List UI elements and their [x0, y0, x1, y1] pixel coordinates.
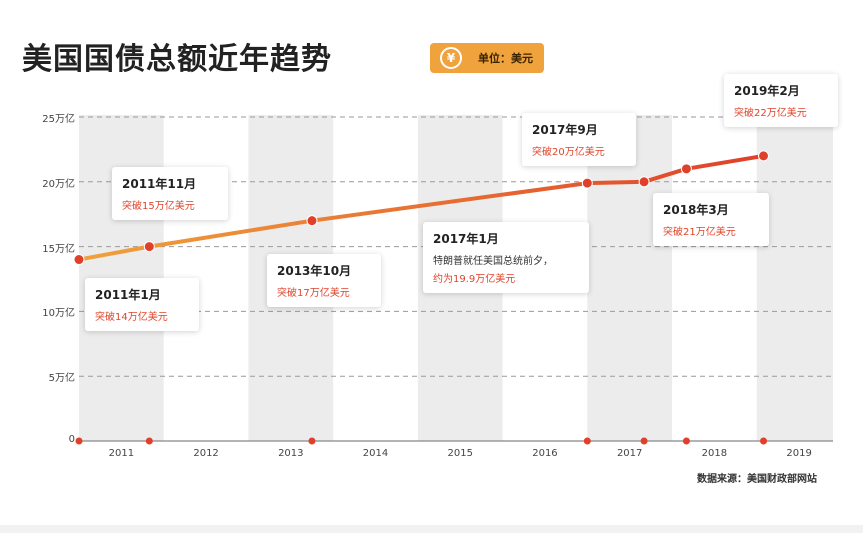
annotation-2018-mar: 2018年3月 突破21万亿美元 [653, 193, 769, 246]
baseline-marker [308, 437, 316, 445]
year-band-2019 [756, 115, 833, 441]
annotation-2011-jan: 2011年1月 突破14万亿美元 [85, 278, 199, 331]
unit-badge: ¥ 单位：美元 [430, 43, 544, 73]
data-point [306, 215, 318, 227]
annotation-date: 2013年10月 [277, 264, 352, 278]
annotation-text: 突破22万亿美元 [734, 108, 807, 119]
y-tick-label: 5万亿 [48, 373, 75, 385]
year-band-2017 [587, 115, 673, 441]
x-tick-label: 2019 [786, 448, 812, 459]
annotation-date: 2011年11月 [122, 177, 197, 191]
data-source: 数据来源：美国财政部网站 [697, 474, 817, 485]
data-point [581, 177, 593, 189]
x-tick-label: 2018 [701, 448, 728, 459]
baseline-marker [145, 437, 153, 445]
annotation-date: 2019年2月 [734, 84, 800, 98]
data-point [680, 163, 692, 175]
data-point [143, 241, 155, 253]
baseline-marker [75, 437, 83, 445]
annotation-2019-feb: 2019年2月 突破22万亿美元 [724, 74, 838, 127]
annotation-2017-jan: 2017年1月 特朗普就任美国总统前夕， 约为19.9万亿美元 [423, 222, 589, 293]
annotation-2011-nov: 2011年11月 突破15万亿美元 [112, 167, 228, 220]
annotation-text: 突破20万亿美元 [532, 147, 605, 158]
data-point [758, 150, 770, 162]
x-tick-label: 2011 [108, 448, 135, 459]
data-point [73, 254, 85, 266]
x-tick-label: 2015 [447, 448, 473, 459]
annotation-date: 2011年1月 [95, 288, 161, 302]
x-tick-label: 2012 [193, 448, 219, 459]
y-tick-label: 15万亿 [42, 243, 75, 255]
annotation-date: 2017年1月 [433, 232, 499, 246]
x-tick-label: 2017 [616, 448, 643, 459]
baseline-marker [583, 437, 591, 445]
unit-label: 单位：美元 [478, 52, 533, 65]
annotation-2017-sep: 2017年9月 突破20万亿美元 [522, 113, 636, 166]
annotation-text-line1: 特朗普就任美国总统前夕， [433, 256, 553, 267]
annotation-text: 约为19.9万亿美元 [433, 274, 516, 285]
annotation-date: 2018年3月 [663, 203, 729, 217]
annotation-date: 2017年9月 [532, 123, 598, 137]
annotation-text: 突破14万亿美元 [95, 312, 168, 323]
baseline-marker [682, 437, 690, 445]
annotation-text: 突破17万亿美元 [277, 288, 350, 299]
data-point [638, 176, 650, 188]
annotation-2013-oct: 2013年10月 突破17万亿美元 [267, 254, 381, 307]
y-tick-label: 20万亿 [42, 178, 75, 190]
x-tick-label: 2016 [532, 448, 558, 459]
annotation-text: 突破15万亿美元 [122, 201, 195, 212]
y-tick-label: 0 [68, 434, 75, 445]
bottom-divider [0, 525, 863, 533]
baseline-marker [640, 437, 648, 445]
x-tick-label: 2014 [362, 448, 389, 459]
y-tick-label: 10万亿 [42, 308, 75, 320]
baseline-marker [760, 437, 768, 445]
x-tick-label: 2013 [278, 448, 304, 459]
annotation-text: 突破21万亿美元 [663, 227, 736, 238]
yen-coin-icon: ¥ [440, 47, 462, 69]
chart-title: 美国国债总额近年趋势 [22, 42, 332, 77]
y-tick-label: 25万亿 [42, 114, 75, 125]
